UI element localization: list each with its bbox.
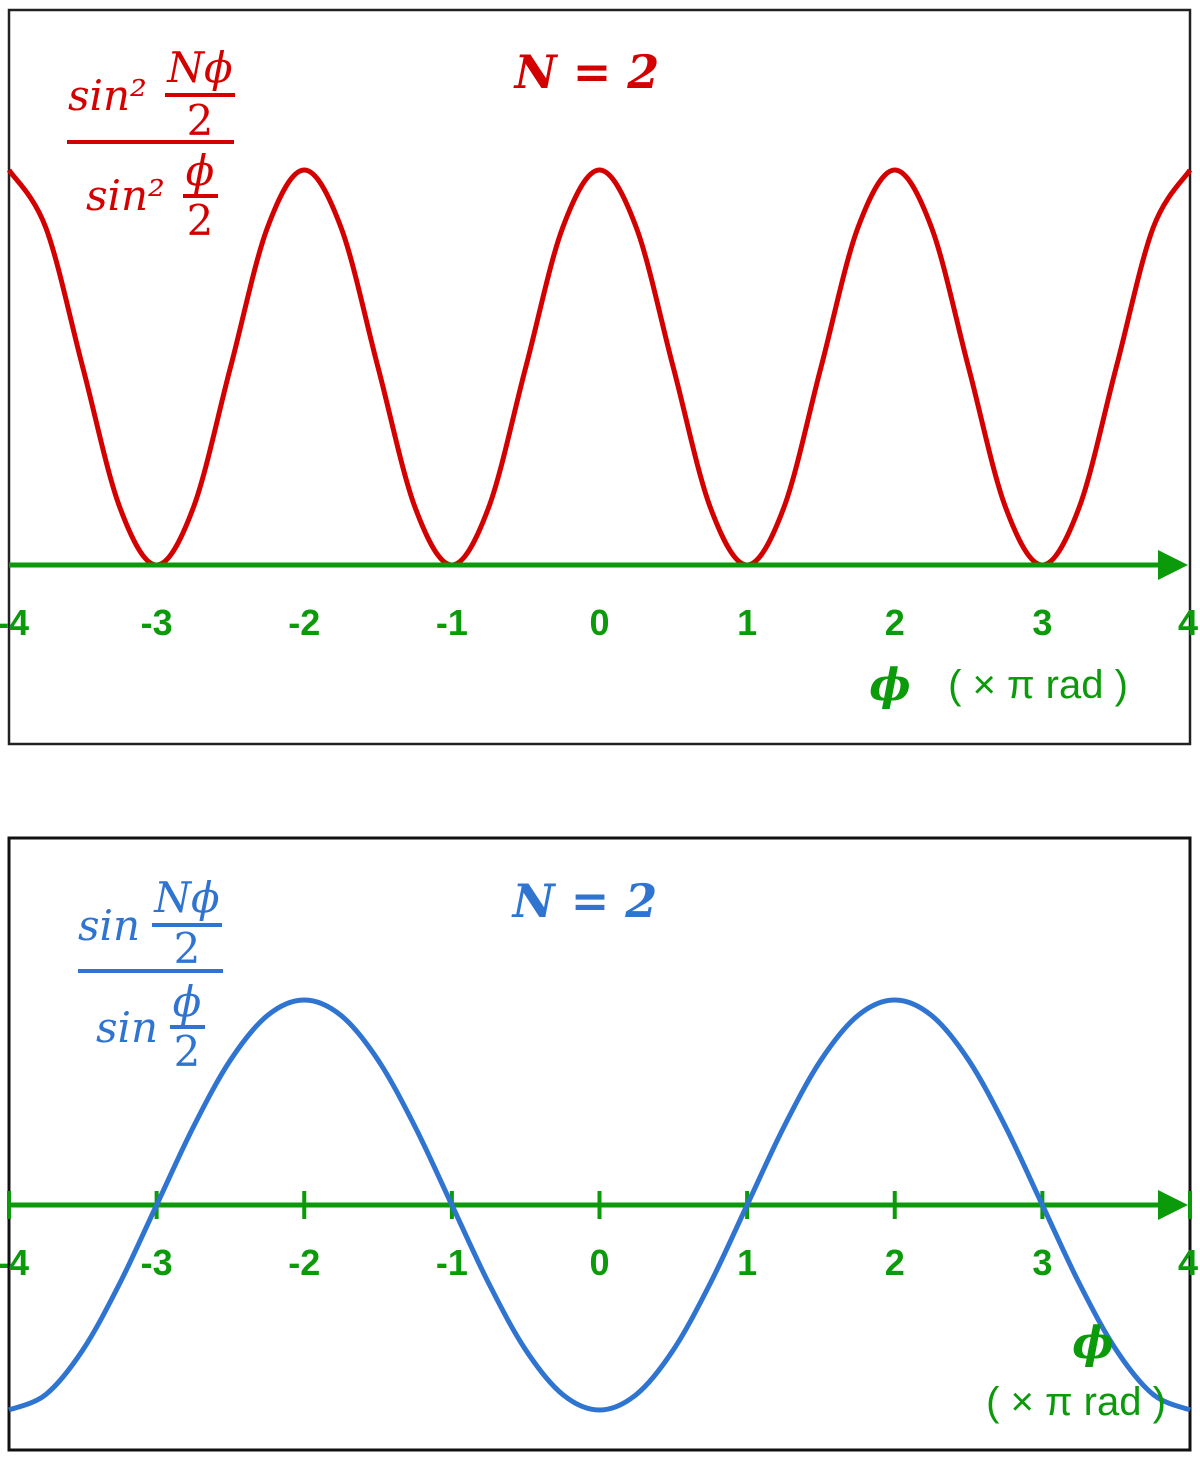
num-arg-bar [152, 923, 222, 927]
x-tick-label: 3 [1032, 602, 1052, 643]
den-arg-bar [170, 1025, 205, 1029]
x-axis-unit: ( × π rad ) [948, 663, 1128, 707]
x-tick-label: -3 [141, 602, 173, 643]
x-tick-label: -4 [0, 1242, 29, 1283]
den-func: sin [96, 1003, 158, 1052]
num-func: sin [78, 901, 140, 950]
x-tick-label: -1 [436, 1242, 468, 1283]
x-tick-label: -4 [0, 602, 29, 643]
x-tick-labels: -4 -3 -2 -1 0 1 2 3 4 [0, 1191, 1198, 1283]
x-axis-symbol: ϕ [869, 660, 910, 711]
num-func: sin² [68, 71, 147, 120]
chart-title: N = 2 [513, 45, 660, 99]
series-line [8, 997, 1191, 1413]
x-tick-label: 4 [1178, 602, 1198, 643]
x-axis-unit: ( × π rad ) [986, 1380, 1166, 1424]
plot-frame [7, 836, 1192, 1452]
x-tick-label: -2 [288, 1242, 320, 1283]
x-tick-label: 0 [589, 1242, 609, 1283]
chart-top: sin² Nϕ 2 sin² ϕ 2 N = 2 -4 -3 -2 -1 0 1 2 3 4 ϕ… [0, 8, 1198, 746]
x-tick-label: 2 [885, 1242, 905, 1283]
x-tick-label: 3 [1032, 1242, 1052, 1283]
x-tick-label: 4 [1178, 1242, 1198, 1283]
den-arg-bar [183, 194, 218, 198]
x-tick-label: -3 [141, 1242, 173, 1283]
x-tick-label: 1 [737, 1242, 757, 1283]
x-tick-label: -2 [288, 602, 320, 643]
num-arg-bottom: 2 [187, 96, 214, 145]
x-axis-symbol: ϕ [1072, 1318, 1113, 1369]
num-arg-top: Nϕ [166, 43, 232, 92]
x-tick-label: 0 [589, 602, 609, 643]
x-tick-label: 2 [885, 602, 905, 643]
x-axis-arrow [1158, 550, 1188, 580]
formula-label: sin Nϕ 2 sin ϕ 2 [78, 873, 223, 1076]
x-tick-label: 1 [737, 602, 757, 643]
x-axis-arrow [1158, 1190, 1188, 1220]
den-func: sin² [86, 171, 165, 220]
x-tick-label: -1 [436, 602, 468, 643]
den-arg-top: ϕ [173, 977, 202, 1026]
num-arg-bottom: 2 [174, 924, 201, 973]
den-arg-top: ϕ [186, 146, 215, 195]
chart-bottom: sin Nϕ 2 sin ϕ 2 N = 2 -4 -3 -2 -1 0 1 2 3 4 ϕ (… [0, 836, 1198, 1452]
fraction-bar [78, 969, 223, 973]
series-line [6, 167, 1193, 568]
num-arg-top: Nϕ [153, 873, 219, 922]
num-arg-bar [165, 93, 235, 97]
fraction-bar [67, 140, 234, 144]
formula-label: sin² Nϕ 2 sin² ϕ 2 [67, 43, 235, 245]
chart-title: N = 2 [511, 874, 658, 928]
den-arg-bottom: 2 [174, 1027, 201, 1076]
x-tick-labels: -4 -3 -2 -1 0 1 2 3 4 [0, 602, 1198, 643]
plot-frame [7, 8, 1192, 746]
den-arg-bottom: 2 [187, 196, 214, 245]
